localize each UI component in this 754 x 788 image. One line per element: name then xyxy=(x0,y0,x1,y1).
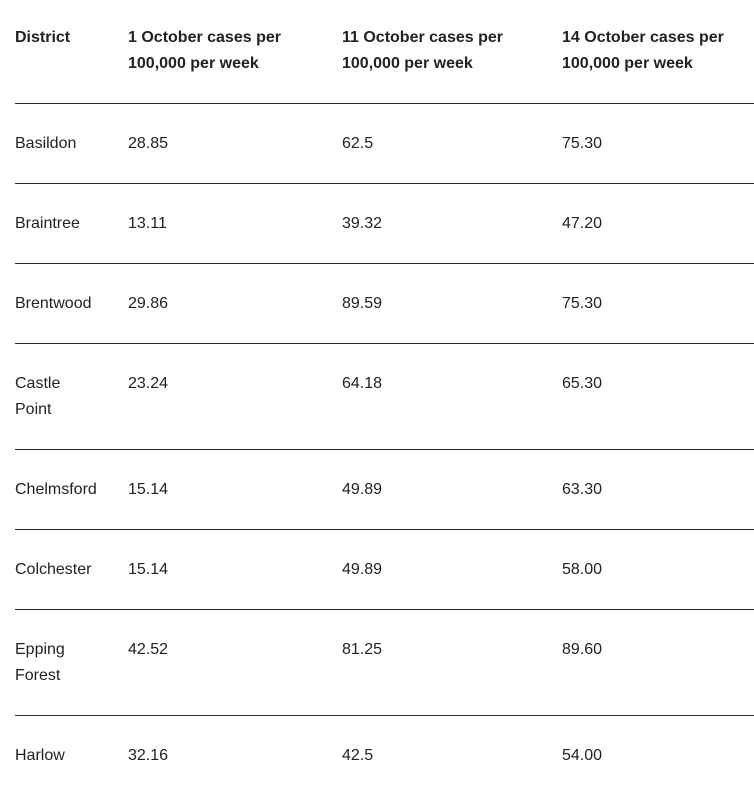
value-cell: 13.11 xyxy=(128,183,342,264)
value-cell: 54.00 xyxy=(562,715,754,788)
table-row: Epping Forest 42.52 81.25 89.60 xyxy=(15,609,754,716)
value-cell: 89.59 xyxy=(342,263,562,344)
table-row: Braintree 13.11 39.32 47.20 xyxy=(15,183,754,264)
table-row: Chelmsford 15.14 49.89 63.30 xyxy=(15,449,754,530)
column-header-14-october: 14 October cases per 100,000 per week xyxy=(562,0,754,104)
district-cell: Braintree xyxy=(15,183,128,264)
value-cell: 32.16 xyxy=(128,715,342,788)
value-cell: 75.30 xyxy=(562,263,754,344)
value-cell: 39.32 xyxy=(342,183,562,264)
district-cell: Basildon xyxy=(15,103,128,184)
district-cell: Brentwood xyxy=(15,263,128,344)
value-cell: 49.89 xyxy=(342,529,562,610)
column-header-district: District xyxy=(15,0,128,104)
value-cell: 89.60 xyxy=(562,609,754,716)
district-cell: Epping Forest xyxy=(15,609,128,716)
value-cell: 42.5 xyxy=(342,715,562,788)
table-row: Harlow 32.16 42.5 54.00 xyxy=(15,715,754,788)
table-row: Basildon 28.85 62.5 75.30 xyxy=(15,103,754,184)
value-cell: 15.14 xyxy=(128,449,342,530)
value-cell: 58.00 xyxy=(562,529,754,610)
cases-table-container: District 1 October cases per 100,000 per… xyxy=(15,0,754,788)
value-cell: 81.25 xyxy=(342,609,562,716)
column-header-1-october: 1 October cases per 100,000 per week xyxy=(128,0,342,104)
value-cell: 29.86 xyxy=(128,263,342,344)
value-cell: 15.14 xyxy=(128,529,342,610)
value-cell: 65.30 xyxy=(562,343,754,450)
column-header-11-october: 11 October cases per 100,000 per week xyxy=(342,0,562,104)
table-row: Colchester 15.14 49.89 58.00 xyxy=(15,529,754,610)
district-cell: Castle Point xyxy=(15,343,128,450)
value-cell: 49.89 xyxy=(342,449,562,530)
table-header-row: District 1 October cases per 100,000 per… xyxy=(15,0,754,104)
value-cell: 75.30 xyxy=(562,103,754,184)
value-cell: 28.85 xyxy=(128,103,342,184)
district-cell: Colchester xyxy=(15,529,128,610)
value-cell: 47.20 xyxy=(562,183,754,264)
table-row: Castle Point 23.24 64.18 65.30 xyxy=(15,343,754,450)
value-cell: 42.52 xyxy=(128,609,342,716)
district-cell: Chelmsford xyxy=(15,449,128,530)
value-cell: 62.5 xyxy=(342,103,562,184)
table-row: Brentwood 29.86 89.59 75.30 xyxy=(15,263,754,344)
district-cell: Harlow xyxy=(15,715,128,788)
cases-table: District 1 October cases per 100,000 per… xyxy=(15,0,754,788)
value-cell: 23.24 xyxy=(128,343,342,450)
value-cell: 63.30 xyxy=(562,449,754,530)
value-cell: 64.18 xyxy=(342,343,562,450)
